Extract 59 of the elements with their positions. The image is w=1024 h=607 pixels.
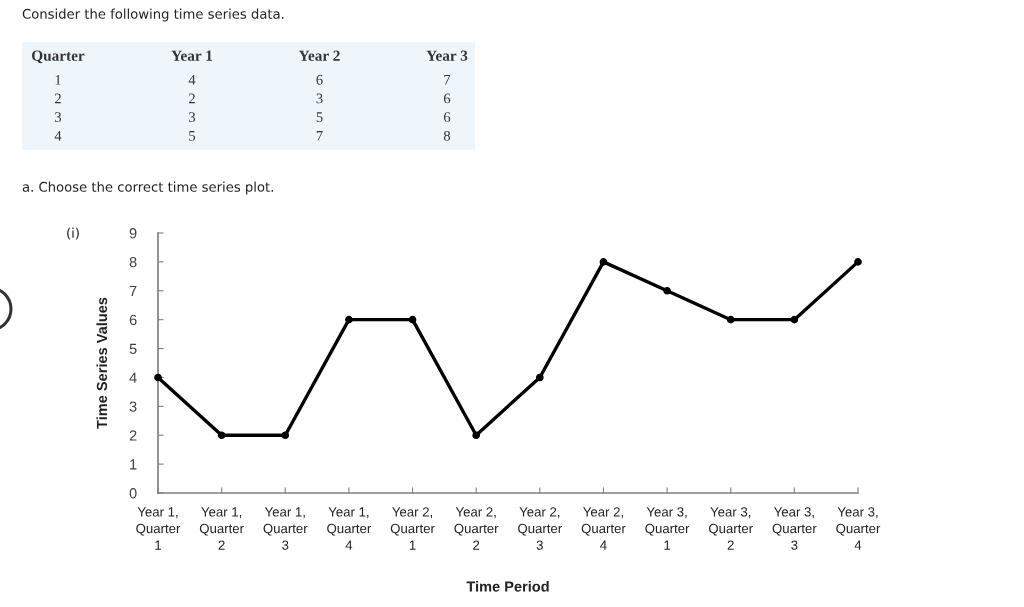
chart-title: a. Choose the correct time series plot. bbox=[22, 181, 273, 195]
x-tick-label: Year 3, Quarter 4 bbox=[836, 507, 881, 550]
data-label: 3 bbox=[316, 93, 323, 104]
point bbox=[535, 373, 544, 382]
data-label: 6 bbox=[443, 93, 451, 104]
data-label: 2 bbox=[188, 93, 195, 104]
data-label: 8 bbox=[443, 130, 451, 141]
data-label: 6 bbox=[443, 112, 451, 123]
y-tick-label: 2 bbox=[54, 93, 61, 104]
y-tick-label: 4 bbox=[54, 131, 62, 141]
y-tick-label: 5 bbox=[129, 343, 137, 354]
x-tick-label: Year 2 bbox=[298, 50, 340, 61]
point bbox=[663, 286, 671, 295]
x-tick-label: Year 1, Quarter 2 bbox=[199, 507, 244, 550]
x-tick-label: Year 1, Quarter 3 bbox=[263, 507, 308, 550]
point bbox=[217, 431, 226, 440]
data-label: 5 bbox=[189, 131, 196, 141]
x-axis-title: Time Period bbox=[466, 581, 549, 592]
x-tick-label: Year 1 bbox=[171, 50, 213, 61]
point bbox=[154, 373, 162, 382]
point bbox=[726, 315, 735, 324]
y-tick-label: 2 bbox=[129, 430, 137, 441]
x-tick-label: Year 1, Quarter 4 bbox=[327, 507, 372, 550]
y-tick-label: 6 bbox=[129, 314, 137, 326]
y-tick-label: 3 bbox=[129, 401, 137, 412]
x-tick-label: Year 2, Quarter 3 bbox=[518, 507, 562, 550]
x-tick-label: Year 1, Quarter 1 bbox=[136, 507, 181, 550]
text: (i) bbox=[67, 227, 79, 240]
point bbox=[854, 258, 862, 266]
data-label: 6 bbox=[316, 74, 323, 85]
y-axis-title: Time Series Values bbox=[96, 297, 108, 429]
y-tick-label: 0 bbox=[129, 488, 137, 499]
point bbox=[790, 315, 799, 324]
data-label: 4 bbox=[188, 74, 196, 85]
point bbox=[281, 431, 290, 440]
y-axis-title: Quarter bbox=[32, 50, 85, 64]
y-tick-label: 8 bbox=[129, 256, 137, 268]
x-tick-label: Year 3, Quarter 3 bbox=[772, 507, 817, 550]
chart-title: Consider the following time series data. bbox=[22, 8, 284, 22]
x-tick-label: Year 2, Quarter 4 bbox=[581, 507, 626, 550]
x-tick-label: Year 3, Quarter 2 bbox=[708, 507, 753, 550]
x-tick-label: Year 2, Quarter 2 bbox=[454, 507, 499, 550]
y-tick-label: 9 bbox=[129, 228, 137, 239]
data-label: 3 bbox=[189, 112, 196, 123]
point bbox=[408, 315, 417, 324]
point bbox=[345, 315, 353, 324]
x-tick-label: Year 2, Quarter 1 bbox=[390, 507, 435, 550]
y-tick-label: 1 bbox=[55, 74, 61, 85]
y-tick-label: 4 bbox=[129, 372, 137, 383]
point bbox=[472, 431, 481, 440]
y-tick-label: 3 bbox=[55, 112, 62, 123]
y-tick-label: 7 bbox=[129, 286, 137, 297]
data-label: 7 bbox=[444, 74, 451, 85]
data-label: 5 bbox=[316, 112, 323, 123]
x-tick-label: Year 3 bbox=[426, 50, 468, 61]
y-tick-label: 1 bbox=[130, 459, 137, 470]
data-label: 7 bbox=[316, 131, 323, 141]
point bbox=[599, 258, 608, 266]
x-tick-label: Year 3, Quarter 1 bbox=[645, 507, 690, 550]
